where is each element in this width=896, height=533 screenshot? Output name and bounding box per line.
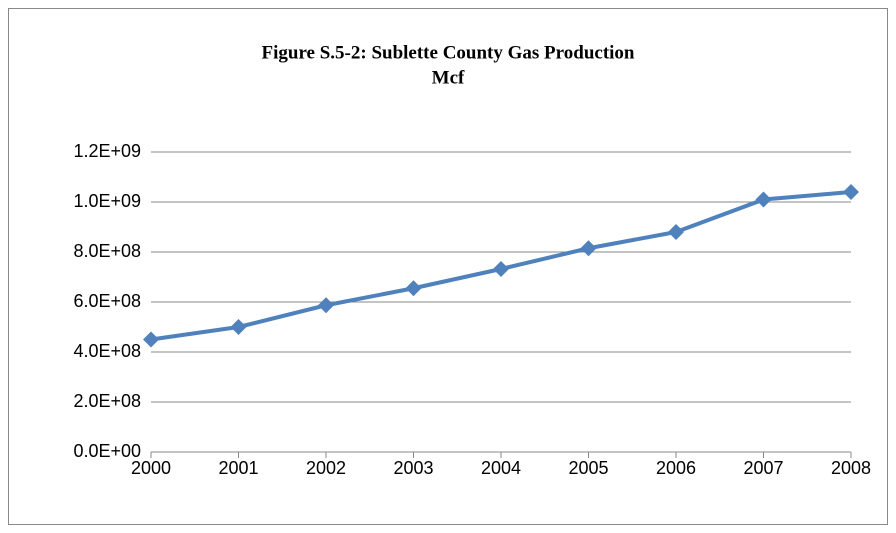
x-tick-label: 2001 [218,458,258,478]
y-tick-label: 6.0E+08 [73,291,141,311]
data-point [143,331,159,348]
data-point [580,240,597,257]
x-tick-label: 2005 [568,458,608,478]
x-tick-label: 2008 [831,458,871,478]
data-point [318,297,334,314]
y-tick-label: 8.0E+08 [73,241,141,261]
y-tick-label: 1.0E+09 [73,191,141,211]
x-tick-label: 2007 [743,458,783,478]
data-point [405,280,422,297]
y-tick-label: 0.0E+00 [73,441,141,461]
chart-title: Figure S.5-2: Sublette County Gas Produc… [262,42,635,63]
x-tick-label: 2004 [481,458,521,478]
x-tick-label: 2000 [131,458,171,478]
data-point [843,184,859,200]
x-tick-label: 2002 [306,458,346,478]
x-tick-label: 2006 [656,458,696,478]
chart-subtitle: Mcf [432,67,465,88]
data-point [230,319,247,335]
data-point [493,261,509,277]
data-point [755,191,772,208]
y-tick-label: 1.2E+09 [73,141,141,161]
y-tick-label: 2.0E+08 [73,391,141,411]
chart-frame [8,8,888,525]
data-point [668,224,684,240]
y-tick-label: 4.0E+08 [73,341,141,361]
x-tick-label: 2003 [393,458,433,478]
